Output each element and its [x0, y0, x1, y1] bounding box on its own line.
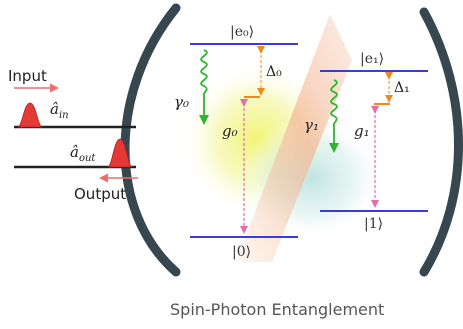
ground0-label: |0⟩ — [232, 244, 251, 260]
delta0-label: Δ₀ — [266, 64, 282, 80]
gamma0-label: γ₀ — [174, 93, 189, 111]
input-label: Input — [8, 67, 47, 85]
e0-label: |e₀⟩ — [230, 24, 254, 40]
e1-label: |e₁⟩ — [360, 51, 384, 67]
g1-label: g₁ — [354, 122, 370, 140]
right-mirror — [419, 7, 463, 277]
caption: Spin-Photon Entanglement — [170, 300, 384, 319]
gamma1-decay-arrow — [329, 79, 339, 153]
a-in-label: âin — [50, 100, 69, 121]
light-beam — [236, 14, 352, 262]
output-label: Output — [74, 185, 126, 203]
gamma1-label: γ₁ — [304, 116, 319, 134]
a-out-label: âout — [70, 143, 96, 164]
input-pulse — [17, 102, 43, 128]
output-pulse — [107, 138, 133, 168]
ground1-label: |1⟩ — [364, 216, 383, 232]
g0-label: g₀ — [222, 122, 238, 140]
delta1-label: Δ₁ — [394, 80, 410, 96]
gamma0-decay-arrow — [199, 49, 209, 125]
left-mirror — [120, 3, 181, 277]
